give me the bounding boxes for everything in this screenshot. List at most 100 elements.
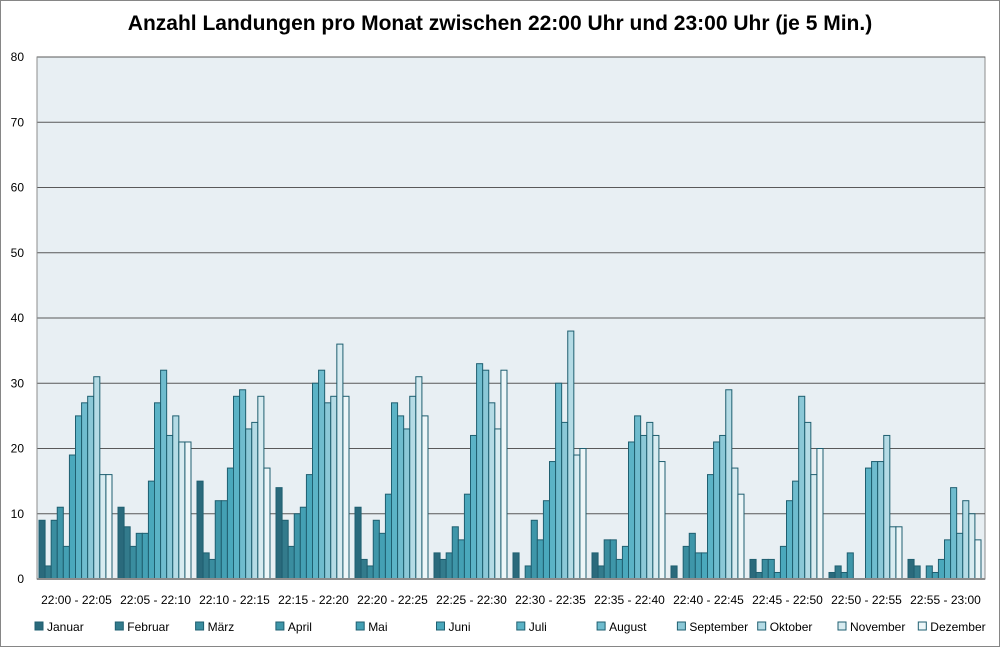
axes (36, 57, 985, 580)
bar-september-9 (719, 434, 727, 580)
bar-september-6 (482, 369, 490, 580)
bar-juli-10 (786, 500, 794, 580)
bar-januar-12 (907, 558, 915, 580)
bar-januar-2 (117, 506, 125, 580)
gridlines (37, 56, 985, 515)
y-tick-label: 40 (11, 311, 25, 325)
bar-august-2 (160, 369, 168, 580)
bar-august-1 (81, 402, 89, 580)
bar-dezember-8 (658, 461, 666, 580)
bar-dezember-5 (421, 415, 429, 580)
legend-item-april: April (275, 620, 312, 634)
bar-oktober-2 (172, 415, 180, 580)
bar-oktober-12 (962, 500, 970, 580)
bar-november-12 (968, 513, 976, 580)
bar-juni-9 (700, 552, 708, 580)
bar-juni-6 (463, 493, 472, 580)
bar-april-11 (846, 552, 854, 580)
bar-februar-3 (202, 552, 210, 580)
bar-juni-8 (621, 545, 629, 580)
bar-april-2 (135, 532, 143, 580)
legend-swatch (837, 621, 847, 631)
bar-märz-6 (445, 552, 453, 580)
bar-oktober-6 (488, 402, 496, 580)
bar-märz-5 (366, 565, 374, 580)
x-tick-label: 22:05 - 22:10 (120, 593, 191, 607)
bar-februar-4 (281, 519, 289, 580)
legend-item-august: August (596, 620, 647, 634)
bar-juli-12 (944, 539, 952, 580)
x-tick-label: 22:25 - 22:30 (436, 593, 507, 607)
legend-item-juli: Juli (516, 620, 547, 634)
bar-mai-5 (378, 532, 386, 580)
legend-label: Mai (368, 620, 387, 634)
bar-november-9 (731, 467, 739, 580)
bar-september-10 (798, 395, 806, 580)
bar-juli-8 (628, 441, 636, 580)
legend-swatch (195, 621, 205, 631)
bar-november-4 (336, 343, 344, 580)
legend-swatch (596, 621, 606, 631)
legend-swatch (34, 621, 44, 631)
bar-august-4 (318, 369, 326, 580)
bar-juni-7 (542, 500, 550, 580)
legend-label: April (288, 620, 312, 634)
bar-juni-1 (68, 454, 76, 580)
legend-label: Juli (529, 620, 547, 634)
x-tick-label: 22:15 - 22:20 (278, 593, 349, 607)
bar-august-7 (555, 382, 563, 580)
bar-märz-7 (524, 565, 532, 580)
legend-label: Oktober (770, 620, 813, 634)
bar-april-3 (214, 500, 222, 580)
bar-februar-1 (44, 565, 52, 580)
bar-september-2 (166, 434, 174, 580)
bar-august-5 (397, 415, 405, 580)
bar-september-11 (877, 461, 885, 580)
bar-mai-3 (220, 500, 228, 580)
bar-oktober-7 (567, 330, 575, 580)
bar-januar-10 (749, 558, 757, 580)
x-tick-label: 22:30 - 22:35 (515, 593, 586, 607)
bar-mai-4 (299, 506, 307, 580)
bar-november-10 (810, 474, 818, 580)
bar-september-5 (403, 428, 411, 580)
legend-label: November (850, 620, 905, 634)
bar-februar-2 (123, 526, 131, 580)
x-tick-label: 22:10 - 22:15 (199, 593, 270, 607)
bar-juni-4 (305, 474, 314, 580)
bar-oktober-3 (251, 421, 259, 580)
bar-januar-1 (38, 519, 46, 580)
bar-september-3 (245, 428, 253, 580)
bar-august-8 (634, 415, 642, 580)
bar-dezember-2 (184, 441, 192, 580)
legend-label: Januar (47, 620, 84, 634)
bar-januar-9 (670, 565, 678, 580)
bar-juni-10 (779, 545, 787, 580)
legend-item-mai: Mai (355, 620, 388, 634)
bar-dezember-1 (105, 474, 113, 580)
legend-swatch (355, 621, 365, 631)
bar-april-1 (56, 506, 64, 580)
x-tick-label: 22:40 - 22:45 (673, 593, 744, 607)
bar-märz-3 (208, 558, 216, 580)
bar-märz-2 (129, 545, 137, 580)
bar-dezember-7 (579, 448, 587, 580)
bar-april-7 (530, 519, 538, 580)
bar-juni-2 (147, 480, 155, 580)
bar-mai-7 (536, 539, 544, 580)
bar-september-12 (956, 532, 964, 580)
bar-april-4 (293, 513, 301, 580)
legend-swatch (516, 621, 526, 631)
bar-oktober-4 (330, 395, 338, 580)
bar-juli-1 (75, 415, 83, 580)
x-tick-label: 22:35 - 22:40 (594, 593, 665, 607)
legend-item-november: November (837, 620, 905, 634)
bar-november-5 (415, 376, 423, 580)
bar-april-6 (451, 526, 459, 580)
bar-november-8 (652, 434, 660, 580)
bar-februar-12 (913, 565, 921, 580)
bar-november-2 (178, 441, 186, 580)
bar-september-8 (640, 434, 648, 580)
bar-märz-10 (761, 558, 769, 580)
